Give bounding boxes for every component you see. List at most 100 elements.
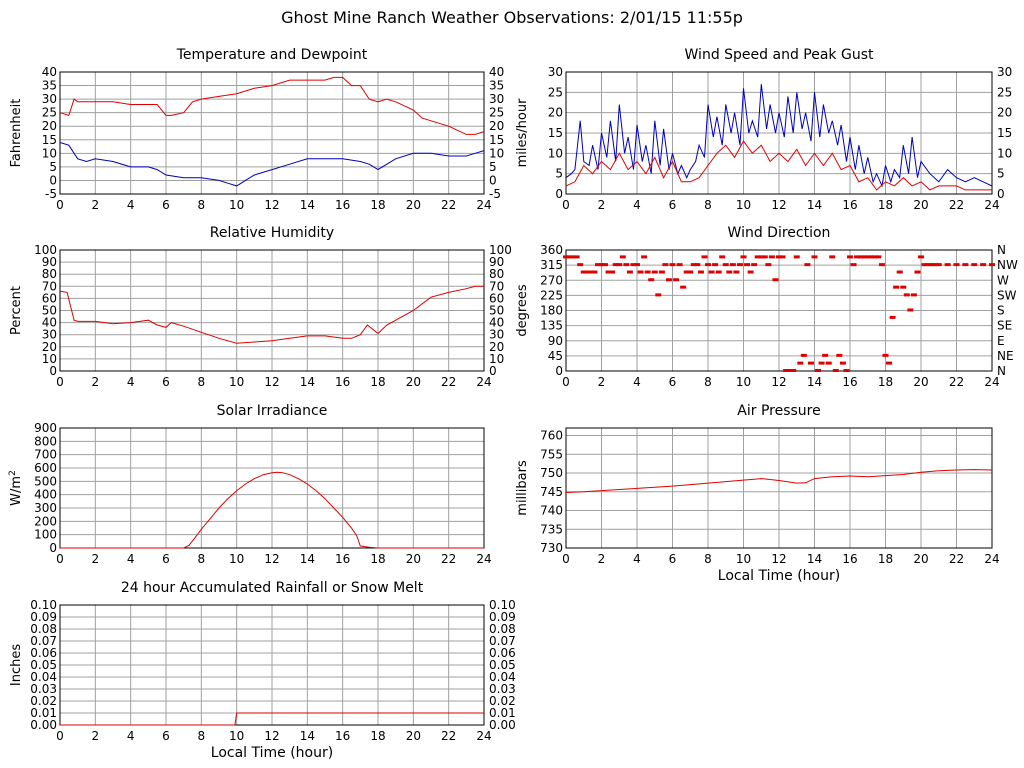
y-tick-label: 5 [555,167,563,181]
wind-direction-point [591,270,598,274]
wind-direction-point [662,263,669,267]
wind-direction-point [893,285,900,289]
wind-direction-point [573,255,580,259]
x-tick-label: 16 [335,729,350,743]
plot-frame [59,604,485,726]
wind-direction-point [935,263,942,267]
y-tick-label: 0.00 [30,718,57,732]
y-tick-label: 70 [42,279,57,293]
x-tick-label: 0 [562,552,570,566]
x-tick-label: 6 [162,552,170,566]
wind-direction-point [594,263,601,267]
y-right-label: SE [997,319,1012,333]
y-tick-label: 20 [42,119,57,133]
wind-direction-point [989,263,995,267]
x-tick-label: 22 [949,375,964,389]
x-tick-label: 2 [92,198,100,212]
x-tick-label: 12 [264,375,279,389]
wind-direction-point [907,308,914,312]
x-tick-label: 24 [476,198,491,212]
wind-direction-point [726,270,733,274]
x-tick-label: 14 [807,198,822,212]
x-tick-label: 10 [736,552,751,566]
y-tick-label: 0.08 [30,622,57,636]
wind-direction-point [875,255,882,259]
wind-direction-point [648,278,655,282]
plot-frame [59,249,485,372]
y-tick-label: 90 [42,255,57,269]
y-right-tick-label: 0.02 [489,694,516,708]
wind-direction-point [619,255,626,259]
x-tick-label: 18 [370,552,385,566]
y-tick-label: 40 [42,316,57,330]
y-tick-label: 100 [34,243,57,257]
x-tick-label: 2 [598,552,606,566]
y-right-tick-label: 20 [489,340,504,354]
x-tick-label: 0 [562,198,570,212]
x-tick-label: 22 [441,198,456,212]
x-tick-label: 12 [771,198,786,212]
x-tick-label: 18 [370,729,385,743]
x-tick-label: 10 [229,552,244,566]
y-right-tick-label: 30 [997,65,1012,79]
wind-direction-point [736,263,743,267]
wind-direction-point [669,263,676,267]
y-tick-label: 760 [540,429,563,443]
wind-direction-point [886,361,893,365]
x-tick-label: 22 [949,198,964,212]
x-tick-label: 8 [704,198,712,212]
y-tick-label: 0.03 [30,682,57,696]
wind-direction-point [900,285,907,289]
wind-direction-point [962,263,969,267]
wind-direction-point [630,263,637,267]
y-tick-label: 0.04 [30,670,57,684]
wind-direction-point [786,369,793,372]
wind-direction-point [910,293,917,297]
y-tick-label: 60 [42,291,57,305]
wind-direction-point [903,293,910,297]
y-tick-label: 0 [49,173,57,187]
y-right-tick-label: 0 [489,364,497,378]
wind-direction-point [793,255,800,259]
x-tick-label: 14 [300,198,315,212]
y-tick-label: 600 [34,461,57,475]
y-tick-label: 730 [540,541,563,555]
x-tick-label: 4 [633,552,641,566]
wind-direction-point [676,263,683,267]
wind-direction-point [719,255,726,259]
series-line-red [565,469,993,493]
y-tick-label: 90 [548,334,563,348]
y-tick-label: 700 [34,448,57,462]
x-tick-label: 8 [198,375,206,389]
y-right-tick-label: 5 [997,167,1005,181]
x-tick-label: 2 [92,552,100,566]
wind-direction-point [953,263,960,267]
y-tick-label: 315 [540,258,563,272]
wind-direction-point [687,270,694,274]
y-tick-label: 35 [42,79,57,93]
y-tick-label: 50 [42,304,57,318]
x-tick-label: 16 [842,198,857,212]
y-right-tick-label: 0.04 [489,670,516,684]
y-tick-label: 45 [548,349,563,363]
y-tick-label: 500 [34,474,57,488]
wind-direction-point [871,255,878,259]
y-right-tick-label: 40 [489,65,504,79]
x-tick-label: 22 [441,729,456,743]
y-tick-label: 300 [34,501,57,515]
y-right-tick-label: 80 [489,267,504,281]
wind-direction-point [722,263,729,267]
y-right-label: NW [997,258,1018,272]
x-tick-label: 24 [476,729,491,743]
x-tick-label: 16 [335,375,350,389]
x-tick-label: 10 [229,198,244,212]
y-tick-label: 40 [42,65,57,79]
y-right-tick-label: 10 [489,352,504,366]
wind-direction-point [758,255,765,259]
x-tick-label: 6 [162,375,170,389]
y-tick-label: 180 [540,304,563,318]
x-tick-label: 0 [56,375,64,389]
wind-direction-point [783,369,790,372]
y-axis-label: Inches [9,644,24,686]
